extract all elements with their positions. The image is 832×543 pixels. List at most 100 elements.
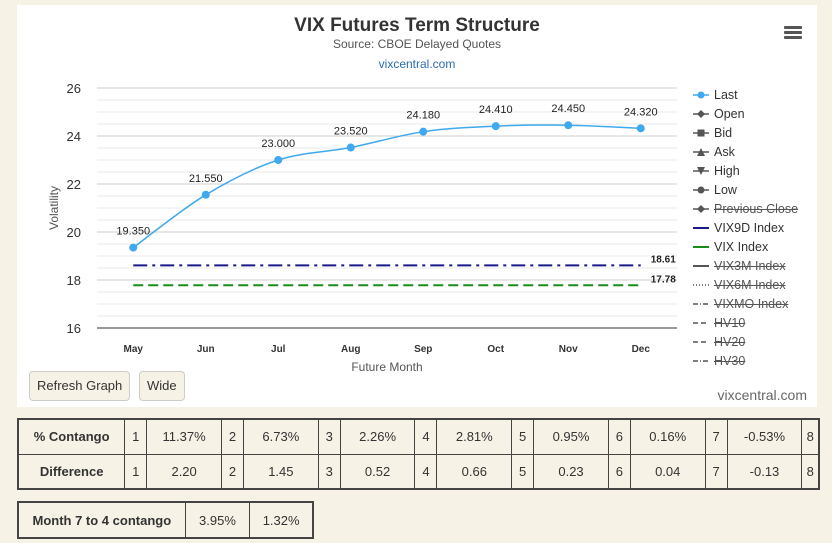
x-tick-label: Sep — [414, 344, 432, 355]
legend-item[interactable]: Ask — [693, 142, 817, 161]
legend-item[interactable]: HV10 — [693, 313, 817, 332]
legend-label: Last — [714, 87, 738, 102]
legend-item[interactable]: HV20 — [693, 332, 817, 351]
last-data-label: 21.550 — [189, 173, 223, 185]
month-number-cell: 6 — [607, 453, 631, 490]
legend-label: Ask — [714, 144, 735, 159]
last-data-label: 24.320 — [624, 106, 658, 118]
legend-item[interactable]: VIX9D Index — [693, 218, 817, 237]
month-number-cell: 1 — [124, 453, 148, 490]
last-data-label: 24.180 — [406, 110, 440, 122]
value-cell: 0.52 — [339, 453, 416, 490]
wide-button[interactable]: Wide — [139, 371, 185, 401]
last-data-label: 19.350 — [116, 226, 150, 238]
legend-item[interactable]: Last — [693, 85, 817, 104]
chart-credit[interactable]: vixcentral.com — [717, 387, 807, 403]
legend-item[interactable]: Open — [693, 104, 817, 123]
legend-label: VIXMO Index — [714, 296, 789, 311]
value-cell: 6.73% — [242, 418, 319, 455]
legend-label: HV20 — [714, 334, 746, 349]
month-number-cell: 7 — [704, 453, 728, 490]
legend-label: Bid — [714, 125, 733, 140]
month-number-cell: 1 — [124, 418, 148, 455]
value-cell: 11.37% — [146, 418, 223, 455]
legend-item[interactable]: VIX3M Index — [693, 256, 817, 275]
month-number-cell: 5 — [511, 453, 535, 490]
source-link[interactable]: vixcentral.com — [378, 57, 456, 71]
legend-item[interactable]: HV30 — [693, 351, 817, 370]
y-axis-label: Volatility — [47, 186, 61, 230]
month-number-cell: 6 — [607, 418, 631, 455]
legend-symbol-icon — [693, 147, 709, 156]
value-cell: 0.04 — [629, 453, 706, 490]
value-cell: 2.20 — [146, 453, 223, 490]
month-number-cell: 8 — [801, 418, 820, 455]
value-cell: 0.23 — [533, 453, 609, 490]
legend-symbol-icon — [693, 91, 709, 98]
chart-panel: 16 18 20 22 24 26 Volatility May Jun Jul Aug Sep Oct… — [17, 5, 817, 407]
legend-item[interactable]: Previous Close — [693, 199, 817, 218]
legend-label: High — [714, 163, 740, 178]
y-tick-label: 24 — [67, 129, 81, 144]
value-cell: 0.95% — [533, 418, 609, 455]
legend-label: Low — [714, 182, 737, 197]
month-number-cell: 4 — [414, 453, 438, 490]
vix9d-data-label: 18.61 — [651, 254, 676, 265]
last-data-point[interactable] — [201, 190, 210, 199]
value-cell: 0.66 — [436, 453, 513, 490]
chart-subtitle: Source: CBOE Delayed Quotes — [332, 37, 502, 51]
legend-label: VIX3M Index — [714, 258, 786, 273]
last-data-point[interactable] — [346, 143, 355, 152]
legend-symbol-icon — [693, 109, 709, 118]
x-axis-label: Future Month — [351, 360, 422, 374]
row-header: % Contango — [17, 418, 126, 455]
y-tick-label: 18 — [67, 273, 81, 288]
last-data-label: 24.450 — [551, 103, 585, 115]
legend-symbol-icon — [693, 166, 709, 175]
value-cell: 2.26% — [339, 418, 416, 455]
month-number-cell: 7 — [704, 418, 728, 455]
legend-symbol-icon — [693, 264, 709, 267]
legend-item[interactable]: Bid — [693, 123, 817, 142]
legend-symbol-icon — [693, 129, 709, 136]
month-contango-table: Month 7 to 4 contango 3.95% 1.32% — [17, 501, 314, 539]
x-tick-label: Oct — [487, 344, 504, 355]
month-number-cell: 8 — [801, 453, 820, 490]
value-cell: 1.45 — [242, 453, 319, 490]
y-tick-label: 20 — [67, 225, 81, 240]
value-cell: 2.81% — [436, 418, 513, 455]
last-series-line — [132, 124, 641, 249]
legend-symbol-icon — [693, 302, 709, 305]
legend-item[interactable]: VIX6M Index — [693, 275, 817, 294]
legend-item[interactable]: High — [693, 161, 817, 180]
contango-row: % Contango 1 11.37% 2 6.73% 3 2.26% 4 2.81% 5 0.95… — [17, 418, 820, 455]
month-number-cell: 2 — [221, 453, 244, 490]
legend-label: Previous Close — [714, 201, 799, 216]
chart-legend: Last Open Bid Ask High Low Previous Close VIX9D… — [693, 85, 817, 370]
legend-item[interactable]: Low — [693, 180, 817, 199]
value-cell: -0.13 — [726, 453, 803, 490]
x-tick-label: Jun — [197, 344, 215, 355]
x-tick-label: Aug — [341, 344, 360, 355]
legend-symbol-icon — [693, 245, 709, 248]
last-data-label: 23.000 — [261, 138, 295, 150]
last-data-point[interactable] — [419, 127, 428, 136]
last-data-point[interactable] — [636, 124, 645, 133]
hamburger-menu-icon[interactable] — [784, 26, 802, 40]
x-tick-label: Dec — [632, 344, 651, 355]
chart-plot: 16 18 20 22 24 26 Volatility May Jun Jul Aug Sep Oct… — [47, 81, 677, 374]
month-number-cell: 3 — [317, 453, 341, 490]
last-data-point[interactable] — [274, 156, 283, 164]
last-data-point[interactable] — [564, 121, 573, 130]
y-tick-label: 16 — [67, 321, 81, 336]
legend-label: VIX Index — [714, 239, 769, 254]
legend-label: Open — [714, 106, 745, 121]
last-data-point[interactable] — [491, 122, 500, 131]
legend-item[interactable]: VIX Index — [693, 237, 817, 256]
legend-symbol-icon — [693, 359, 709, 362]
month-contango-label: Month 7 to 4 contango — [17, 501, 186, 539]
legend-item[interactable]: VIXMO Index — [693, 294, 817, 313]
legend-label: VIX9D Index — [714, 220, 785, 235]
last-data-point[interactable] — [129, 243, 138, 252]
refresh-graph-button[interactable]: Refresh Graph — [29, 371, 131, 401]
